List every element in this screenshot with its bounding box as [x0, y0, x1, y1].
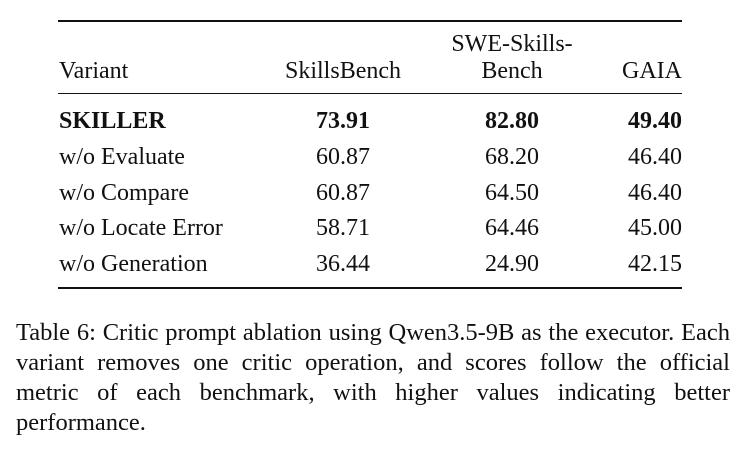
- header-variant: Variant: [59, 58, 129, 84]
- row-sweskills: 64.50: [485, 180, 539, 206]
- row-variant: w/o Generation: [59, 251, 208, 277]
- row-skillsbench: 58.71: [316, 215, 370, 241]
- row-sweskills: 68.20: [485, 144, 539, 170]
- table-caption: Table 6: Critic prompt ablation using Qw…: [16, 319, 730, 436]
- row-variant: w/o Compare: [59, 180, 189, 206]
- header-sweskills-line1: SWE-Skills-: [451, 31, 573, 57]
- row-gaia: 49.40: [628, 108, 682, 134]
- table-top-rule: [58, 20, 682, 22]
- row-gaia: 46.40: [628, 144, 682, 170]
- row-variant: w/o Evaluate: [59, 144, 185, 170]
- row-variant: w/o Locate Error: [59, 215, 223, 241]
- row-sweskills: 82.80: [485, 108, 539, 134]
- row-skillsbench: 60.87: [316, 180, 370, 206]
- header-gaia: GAIA: [622, 58, 682, 84]
- table-mid-rule: [58, 93, 682, 94]
- row-variant: SKILLER: [59, 108, 166, 134]
- row-skillsbench: 60.87: [316, 144, 370, 170]
- row-gaia: 42.15: [628, 251, 682, 277]
- row-skillsbench: 73.91: [316, 108, 370, 134]
- row-gaia: 45.00: [628, 215, 682, 241]
- row-skillsbench: 36.44: [316, 251, 370, 277]
- table-bottom-rule: [58, 287, 682, 289]
- row-sweskills: 24.90: [485, 251, 539, 277]
- header-skillsbench: SkillsBench: [285, 58, 402, 84]
- row-gaia: 46.40: [628, 180, 682, 206]
- header-sweskills-line2: Bench: [481, 58, 543, 84]
- row-sweskills: 64.46: [485, 215, 539, 241]
